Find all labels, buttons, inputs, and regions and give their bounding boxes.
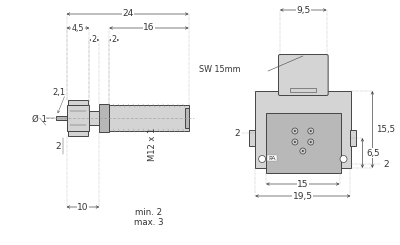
Bar [266,113,340,173]
Text: 2: 2 [384,159,389,169]
Text: 9,5: 9,5 [296,5,310,14]
FancyBboxPatch shape [278,54,328,96]
Text: 10: 10 [77,203,89,211]
Text: 15,5: 15,5 [376,125,396,134]
Circle shape [308,139,314,145]
Text: 2: 2 [92,36,97,45]
Text: Ø 1: Ø 1 [32,114,47,123]
Circle shape [294,141,296,143]
Circle shape [308,128,314,134]
Circle shape [302,150,304,152]
Bar [89,111,99,125]
Bar [290,88,316,92]
Bar [99,104,109,132]
Bar [185,108,189,128]
Bar [255,91,352,168]
Text: 6,5: 6,5 [366,148,380,158]
Text: min. 2: min. 2 [135,208,162,217]
Circle shape [340,156,347,162]
Circle shape [259,156,266,162]
Text: 2: 2 [56,142,61,150]
Bar [56,116,66,120]
Bar [66,105,89,131]
Bar [109,105,189,131]
Text: 2,1: 2,1 [52,87,66,97]
Text: M12 x 1: M12 x 1 [148,127,158,161]
Circle shape [292,139,298,145]
Bar [350,130,356,146]
Bar [68,131,88,136]
Text: 2: 2 [112,36,117,45]
Text: 16: 16 [143,24,155,33]
Bar [249,130,255,146]
Text: SW 15mm: SW 15mm [199,64,240,74]
Text: 15: 15 [297,180,308,188]
Text: 2: 2 [234,128,240,137]
Circle shape [310,130,312,132]
Circle shape [292,128,298,134]
Text: PA: PA [268,156,276,160]
Text: 19,5: 19,5 [293,192,313,200]
Bar [68,100,88,105]
Circle shape [310,141,312,143]
Text: 4,5: 4,5 [72,24,84,33]
Circle shape [300,148,306,154]
Text: 24: 24 [122,10,133,19]
Circle shape [294,130,296,132]
Text: max. 3: max. 3 [134,218,164,226]
